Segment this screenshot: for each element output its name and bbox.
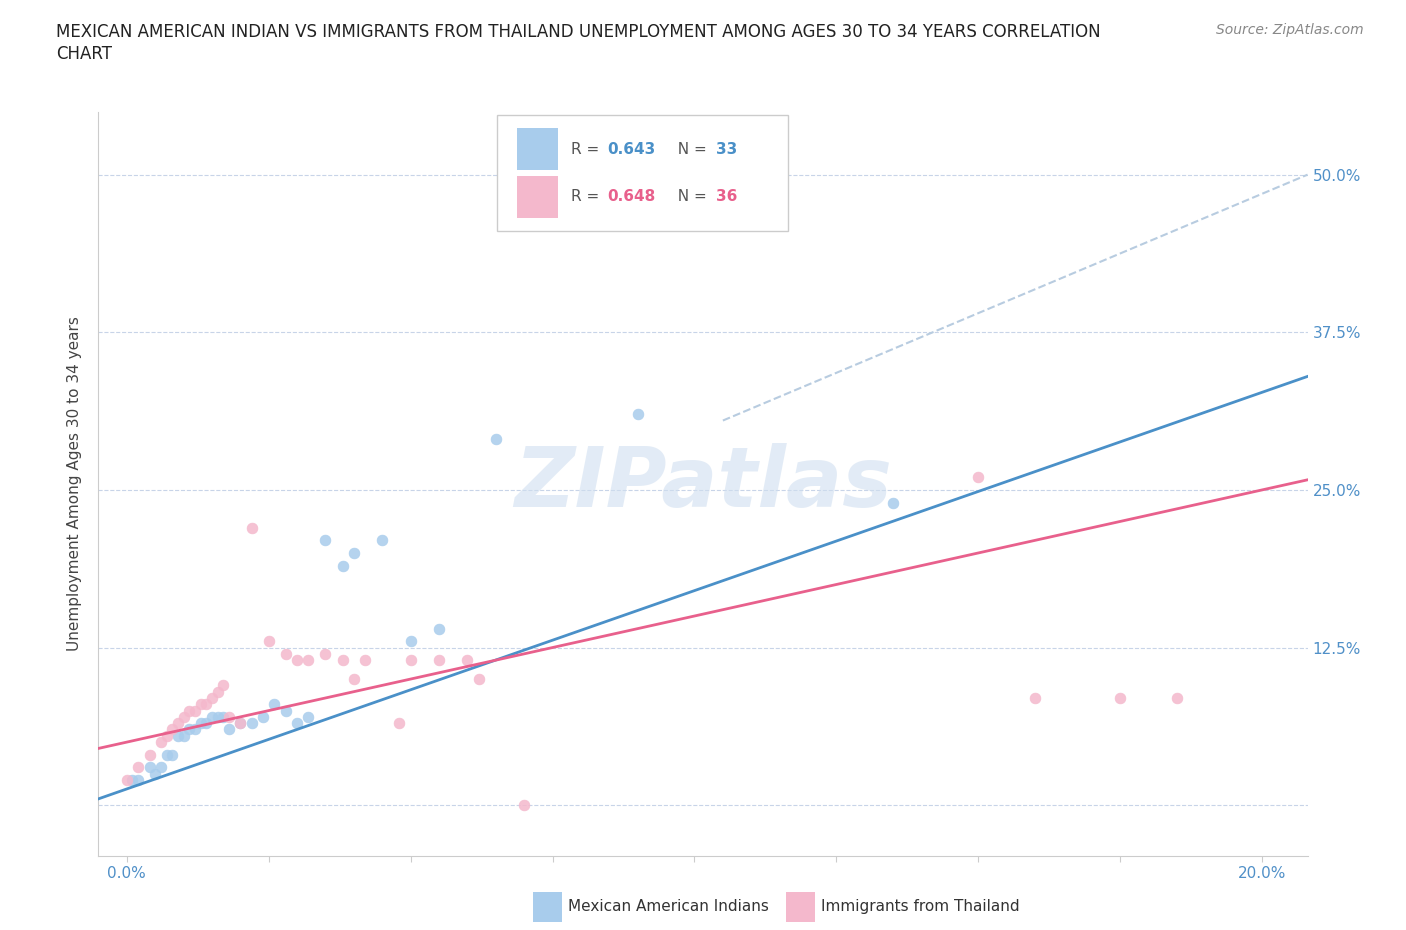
Point (1166, 691, 1188, 706)
Y-axis label: Unemployment Among Ages 30 to 34 years: Unemployment Among Ages 30 to 34 years (67, 316, 83, 651)
Point (190, 716, 212, 731)
Point (252, 710, 274, 724)
Point (184, 722, 207, 737)
Point (388, 716, 411, 731)
FancyBboxPatch shape (498, 115, 787, 231)
Text: 0.643: 0.643 (607, 141, 655, 157)
Point (127, 773, 149, 788)
Point (179, 722, 201, 737)
Point (882, 495, 904, 510)
Point (127, 760, 149, 775)
Point (1109, 691, 1132, 706)
Point (179, 703, 201, 718)
Point (967, 470, 990, 485)
Point (399, 633, 422, 648)
Point (427, 653, 450, 668)
Point (468, 671, 491, 686)
Point (173, 710, 195, 724)
Point (257, 633, 280, 648)
Point (1024, 691, 1046, 706)
Text: MEXICAN AMERICAN INDIAN VS IMMIGRANTS FROM THAILAND UNEMPLOYMENT AMONG AGES 30 T: MEXICAN AMERICAN INDIAN VS IMMIGRANTS FR… (56, 23, 1101, 41)
Point (173, 728, 195, 743)
Point (263, 697, 285, 711)
Point (343, 546, 366, 561)
Point (240, 716, 263, 731)
Point (207, 710, 229, 724)
Text: N =: N = (668, 141, 711, 157)
Point (143, 766, 166, 781)
Point (274, 646, 297, 661)
Text: Source: ZipAtlas.com: Source: ZipAtlas.com (1216, 23, 1364, 37)
Point (399, 653, 422, 668)
Point (343, 671, 366, 686)
Point (160, 748, 183, 763)
Point (297, 710, 319, 724)
Point (138, 760, 160, 775)
Point (167, 728, 190, 743)
Point (201, 710, 224, 724)
Text: ZIPatlas: ZIPatlas (515, 443, 891, 525)
Point (212, 710, 235, 724)
Point (285, 653, 308, 668)
FancyBboxPatch shape (786, 892, 815, 922)
Point (115, 773, 138, 788)
Point (240, 520, 263, 535)
Point (149, 760, 172, 775)
FancyBboxPatch shape (533, 892, 561, 922)
Point (354, 653, 377, 668)
Text: 33: 33 (716, 141, 738, 157)
Text: Immigrants from Thailand: Immigrants from Thailand (821, 899, 1021, 914)
Point (456, 653, 478, 668)
Point (184, 703, 207, 718)
Text: CHART: CHART (56, 45, 112, 62)
Text: 36: 36 (716, 189, 738, 205)
Point (155, 728, 177, 743)
Point (190, 697, 212, 711)
Point (332, 653, 354, 668)
Point (427, 621, 450, 636)
Point (201, 691, 224, 706)
Text: N =: N = (668, 189, 711, 205)
Point (229, 716, 252, 731)
Text: R =: R = (571, 141, 605, 157)
Point (207, 684, 229, 699)
Point (167, 716, 190, 731)
FancyBboxPatch shape (517, 176, 558, 218)
Point (121, 773, 143, 788)
Point (155, 748, 177, 763)
Point (160, 722, 183, 737)
Point (138, 748, 160, 763)
Text: Mexican American Indians: Mexican American Indians (568, 899, 769, 914)
Point (274, 703, 297, 718)
Point (285, 716, 308, 731)
Text: 0.648: 0.648 (607, 189, 655, 205)
Point (212, 678, 235, 693)
FancyBboxPatch shape (517, 128, 558, 170)
Point (371, 533, 394, 548)
Point (315, 533, 337, 548)
Point (195, 716, 218, 731)
Point (315, 646, 337, 661)
Point (485, 432, 508, 447)
Point (513, 798, 536, 813)
Point (332, 558, 354, 573)
Point (218, 710, 240, 724)
Point (229, 716, 252, 731)
Point (149, 735, 172, 750)
Point (627, 406, 650, 421)
Point (218, 722, 240, 737)
Point (297, 653, 319, 668)
Point (195, 697, 218, 711)
Text: R =: R = (571, 189, 605, 205)
